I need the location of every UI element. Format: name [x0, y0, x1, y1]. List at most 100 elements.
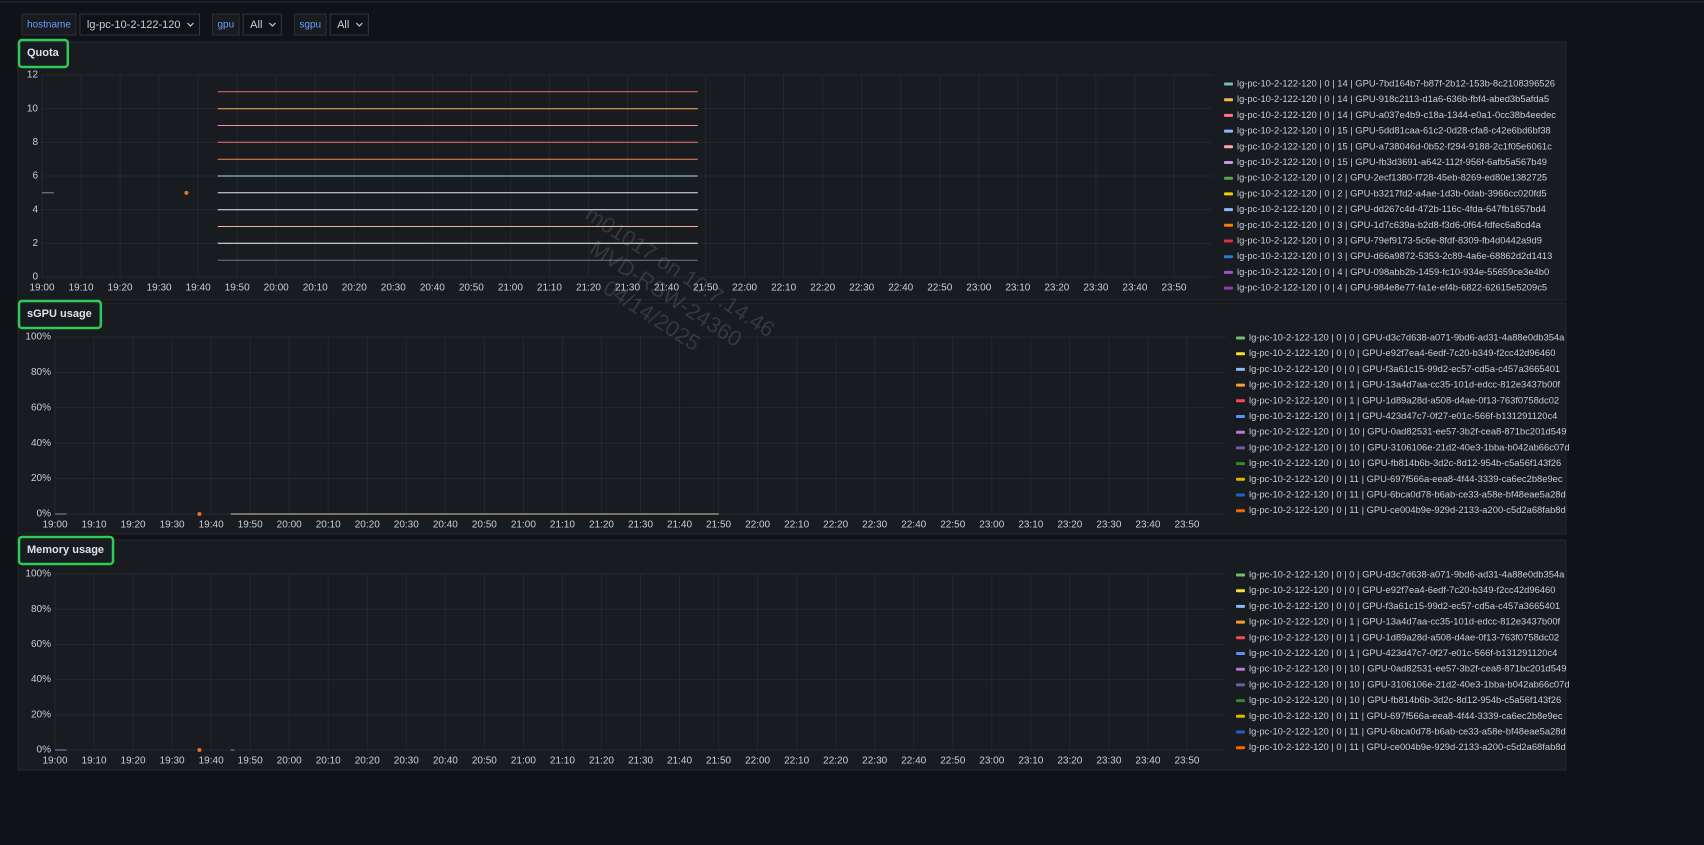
legend-label[interactable]: lg-pc-10-2-122-120 | 0 | 11 | GPU-ce004b…: [1249, 741, 1566, 752]
legend-swatch[interactable]: [1224, 223, 1233, 227]
x-tick-label: 21:50: [706, 756, 731, 767]
legend-label[interactable]: lg-pc-10-2-122-120 | 0 | 1 | GPU-423d47c…: [1249, 410, 1557, 421]
legend-swatch[interactable]: [1224, 286, 1233, 290]
legend-label[interactable]: lg-pc-10-2-122-120 | 0 | 0 | GPU-e92f7ea…: [1249, 347, 1555, 358]
filter-dropdown[interactable]: [242, 13, 282, 36]
x-tick-label: 22:30: [862, 520, 887, 531]
legend-label[interactable]: lg-pc-10-2-122-120 | 0 | 0 | GPU-e92f7ea…: [1249, 584, 1555, 595]
x-tick-label: 22:40: [901, 520, 926, 531]
legend-label[interactable]: lg-pc-10-2-122-120 | 0 | 15 | GPU-fb3d36…: [1237, 156, 1547, 167]
filter-value[interactable]: All: [250, 19, 262, 31]
y-tick-label: 60%: [31, 639, 51, 650]
legend-swatch[interactable]: [1224, 176, 1233, 180]
legend-swatch[interactable]: [1224, 255, 1233, 259]
legend-swatch[interactable]: [1224, 192, 1233, 196]
filter-bar: hostname lg-pc-10-2-122-120 gpu All sgpu All: [21, 13, 369, 36]
legend-swatch[interactable]: [1236, 415, 1245, 418]
legend-label[interactable]: lg-pc-10-2-122-120 | 0 | 2 | GPU-2ecf138…: [1237, 172, 1547, 183]
legend-label[interactable]: lg-pc-10-2-122-120 | 0 | 2 | GPU-b3217fd…: [1237, 187, 1547, 198]
legend-label[interactable]: lg-pc-10-2-122-120 | 0 | 11 | GPU-6bca0d…: [1249, 725, 1566, 736]
legend-label[interactable]: lg-pc-10-2-122-120 | 0 | 10 | GPU-fb814b…: [1249, 694, 1561, 705]
legend-swatch[interactable]: [1224, 208, 1233, 212]
x-tick-label: 23:10: [1005, 283, 1030, 294]
legend-swatch[interactable]: [1236, 352, 1245, 356]
x-tick-label: 23:00: [979, 520, 1004, 531]
legend-label[interactable]: lg-pc-10-2-122-120 | 0 | 11 | GPU-ce004b…: [1249, 504, 1566, 515]
legend-swatch[interactable]: [1236, 383, 1245, 387]
legend-label[interactable]: lg-pc-10-2-122-120 | 0 | 1 | GPU-1d89a28…: [1249, 394, 1559, 405]
legend-label[interactable]: lg-pc-10-2-122-120 | 0 | 14 | GPU-a037e4…: [1237, 109, 1556, 120]
legend-label[interactable]: lg-pc-10-2-122-120 | 0 | 15 | GPU-a73804…: [1237, 140, 1552, 151]
filter-value[interactable]: All: [337, 19, 349, 31]
panel-title: sGPU usage: [27, 308, 92, 320]
legend-label[interactable]: lg-pc-10-2-122-120 | 0 | 3 | GPU-d66a987…: [1237, 250, 1552, 261]
legend-label[interactable]: lg-pc-10-2-122-120 | 0 | 1 | GPU-423d47c…: [1249, 647, 1557, 658]
legend-swatch[interactable]: [1236, 477, 1245, 481]
legend-swatch[interactable]: [1236, 430, 1245, 434]
legend-swatch[interactable]: [1236, 683, 1245, 687]
legend-swatch[interactable]: [1224, 113, 1233, 117]
x-tick-label: 22:50: [927, 283, 952, 294]
legend-label[interactable]: lg-pc-10-2-122-120 | 0 | 4 | GPU-984e8e7…: [1237, 282, 1547, 293]
x-tick-label: 21:00: [498, 283, 523, 294]
legend-label[interactable]: lg-pc-10-2-122-120 | 0 | 10 | GPU-0ad825…: [1249, 426, 1566, 437]
legend-label[interactable]: lg-pc-10-2-122-120 | 0 | 1 | GPU-13a4d7a…: [1249, 616, 1561, 627]
legend-swatch[interactable]: [1236, 509, 1245, 513]
filter-value[interactable]: lg-pc-10-2-122-120: [87, 19, 181, 31]
legend-swatch[interactable]: [1236, 699, 1245, 703]
x-tick-label: 23:10: [1018, 520, 1043, 531]
legend-label[interactable]: lg-pc-10-2-122-120 | 0 | 0 | GPU-f3a61c1…: [1249, 363, 1560, 374]
legend-swatch[interactable]: [1224, 145, 1233, 149]
legend-swatch[interactable]: [1236, 604, 1245, 608]
legend-swatch[interactable]: [1236, 746, 1245, 750]
legend-swatch[interactable]: [1224, 129, 1233, 133]
legend-label[interactable]: lg-pc-10-2-122-120 | 0 | 14 | GPU-7bd164…: [1237, 77, 1555, 88]
legend-label[interactable]: lg-pc-10-2-122-120 | 0 | 14 | GPU-918c21…: [1237, 93, 1549, 104]
legend-swatch[interactable]: [1224, 161, 1233, 164]
x-tick-label: 21:10: [550, 520, 575, 531]
legend-label[interactable]: lg-pc-10-2-122-120 | 0 | 3 | GPU-1d7c639…: [1237, 219, 1542, 230]
legend-label[interactable]: lg-pc-10-2-122-120 | 0 | 11 | GPU-697f56…: [1249, 710, 1563, 721]
legend-swatch[interactable]: [1236, 336, 1245, 340]
legend-swatch[interactable]: [1236, 636, 1245, 640]
legend-swatch[interactable]: [1236, 730, 1245, 734]
legend-swatch[interactable]: [1236, 620, 1245, 624]
legend-label[interactable]: lg-pc-10-2-122-120 | 0 | 11 | GPU-697f56…: [1249, 473, 1563, 484]
legend-swatch[interactable]: [1224, 82, 1233, 86]
legend-swatch[interactable]: [1236, 446, 1245, 450]
x-tick-label: 19:20: [108, 283, 133, 294]
legend-label[interactable]: lg-pc-10-2-122-120 | 0 | 10 | GPU-0ad825…: [1249, 663, 1566, 674]
legend-swatch[interactable]: [1236, 462, 1245, 466]
x-tick-label: 19:00: [42, 756, 67, 767]
legend-label[interactable]: lg-pc-10-2-122-120 | 0 | 10 | GPU-310610…: [1249, 678, 1570, 689]
legend-label[interactable]: lg-pc-10-2-122-120 | 0 | 1 | GPU-1d89a28…: [1249, 631, 1559, 642]
y-tick-label: 2: [32, 238, 38, 249]
legend-label[interactable]: lg-pc-10-2-122-120 | 0 | 3 | GPU-79ef917…: [1237, 234, 1542, 245]
legend-label[interactable]: lg-pc-10-2-122-120 | 0 | 2 | GPU-dd267c4…: [1237, 203, 1546, 214]
x-tick-label: 20:50: [472, 520, 497, 531]
legend-swatch[interactable]: [1236, 652, 1245, 655]
legend-label[interactable]: lg-pc-10-2-122-120 | 0 | 10 | GPU-310610…: [1249, 441, 1570, 452]
legend-label[interactable]: lg-pc-10-2-122-120 | 0 | 1 | GPU-13a4d7a…: [1249, 379, 1561, 390]
legend-label[interactable]: lg-pc-10-2-122-120 | 0 | 0 | GPU-f3a61c1…: [1249, 600, 1560, 611]
legend-swatch[interactable]: [1236, 589, 1245, 593]
legend-swatch[interactable]: [1236, 493, 1245, 497]
legend-swatch[interactable]: [1236, 573, 1245, 577]
legend-label[interactable]: lg-pc-10-2-122-120 | 0 | 0 | GPU-d3c7d63…: [1249, 331, 1565, 342]
legend-label[interactable]: lg-pc-10-2-122-120 | 0 | 15 | GPU-5dd81c…: [1237, 125, 1551, 136]
legend-swatch[interactable]: [1224, 239, 1233, 243]
legend-swatch[interactable]: [1236, 399, 1245, 403]
legend-swatch[interactable]: [1224, 98, 1233, 102]
legend-label[interactable]: lg-pc-10-2-122-120 | 0 | 4 | GPU-098abb2…: [1237, 266, 1549, 277]
filter-dropdown[interactable]: [79, 13, 200, 36]
filter-dropdown[interactable]: [329, 13, 369, 36]
x-tick-label: 20:10: [316, 520, 341, 531]
x-tick-label: 23:00: [979, 756, 1004, 767]
legend-swatch[interactable]: [1236, 714, 1245, 718]
legend-swatch[interactable]: [1236, 667, 1245, 671]
legend-label[interactable]: lg-pc-10-2-122-120 | 0 | 10 | GPU-fb814b…: [1249, 457, 1561, 468]
legend-swatch[interactable]: [1224, 270, 1233, 274]
legend-label[interactable]: lg-pc-10-2-122-120 | 0 | 11 | GPU-6bca0d…: [1249, 488, 1566, 499]
legend-label[interactable]: lg-pc-10-2-122-120 | 0 | 0 | GPU-d3c7d63…: [1249, 568, 1565, 579]
legend-swatch[interactable]: [1236, 367, 1245, 371]
